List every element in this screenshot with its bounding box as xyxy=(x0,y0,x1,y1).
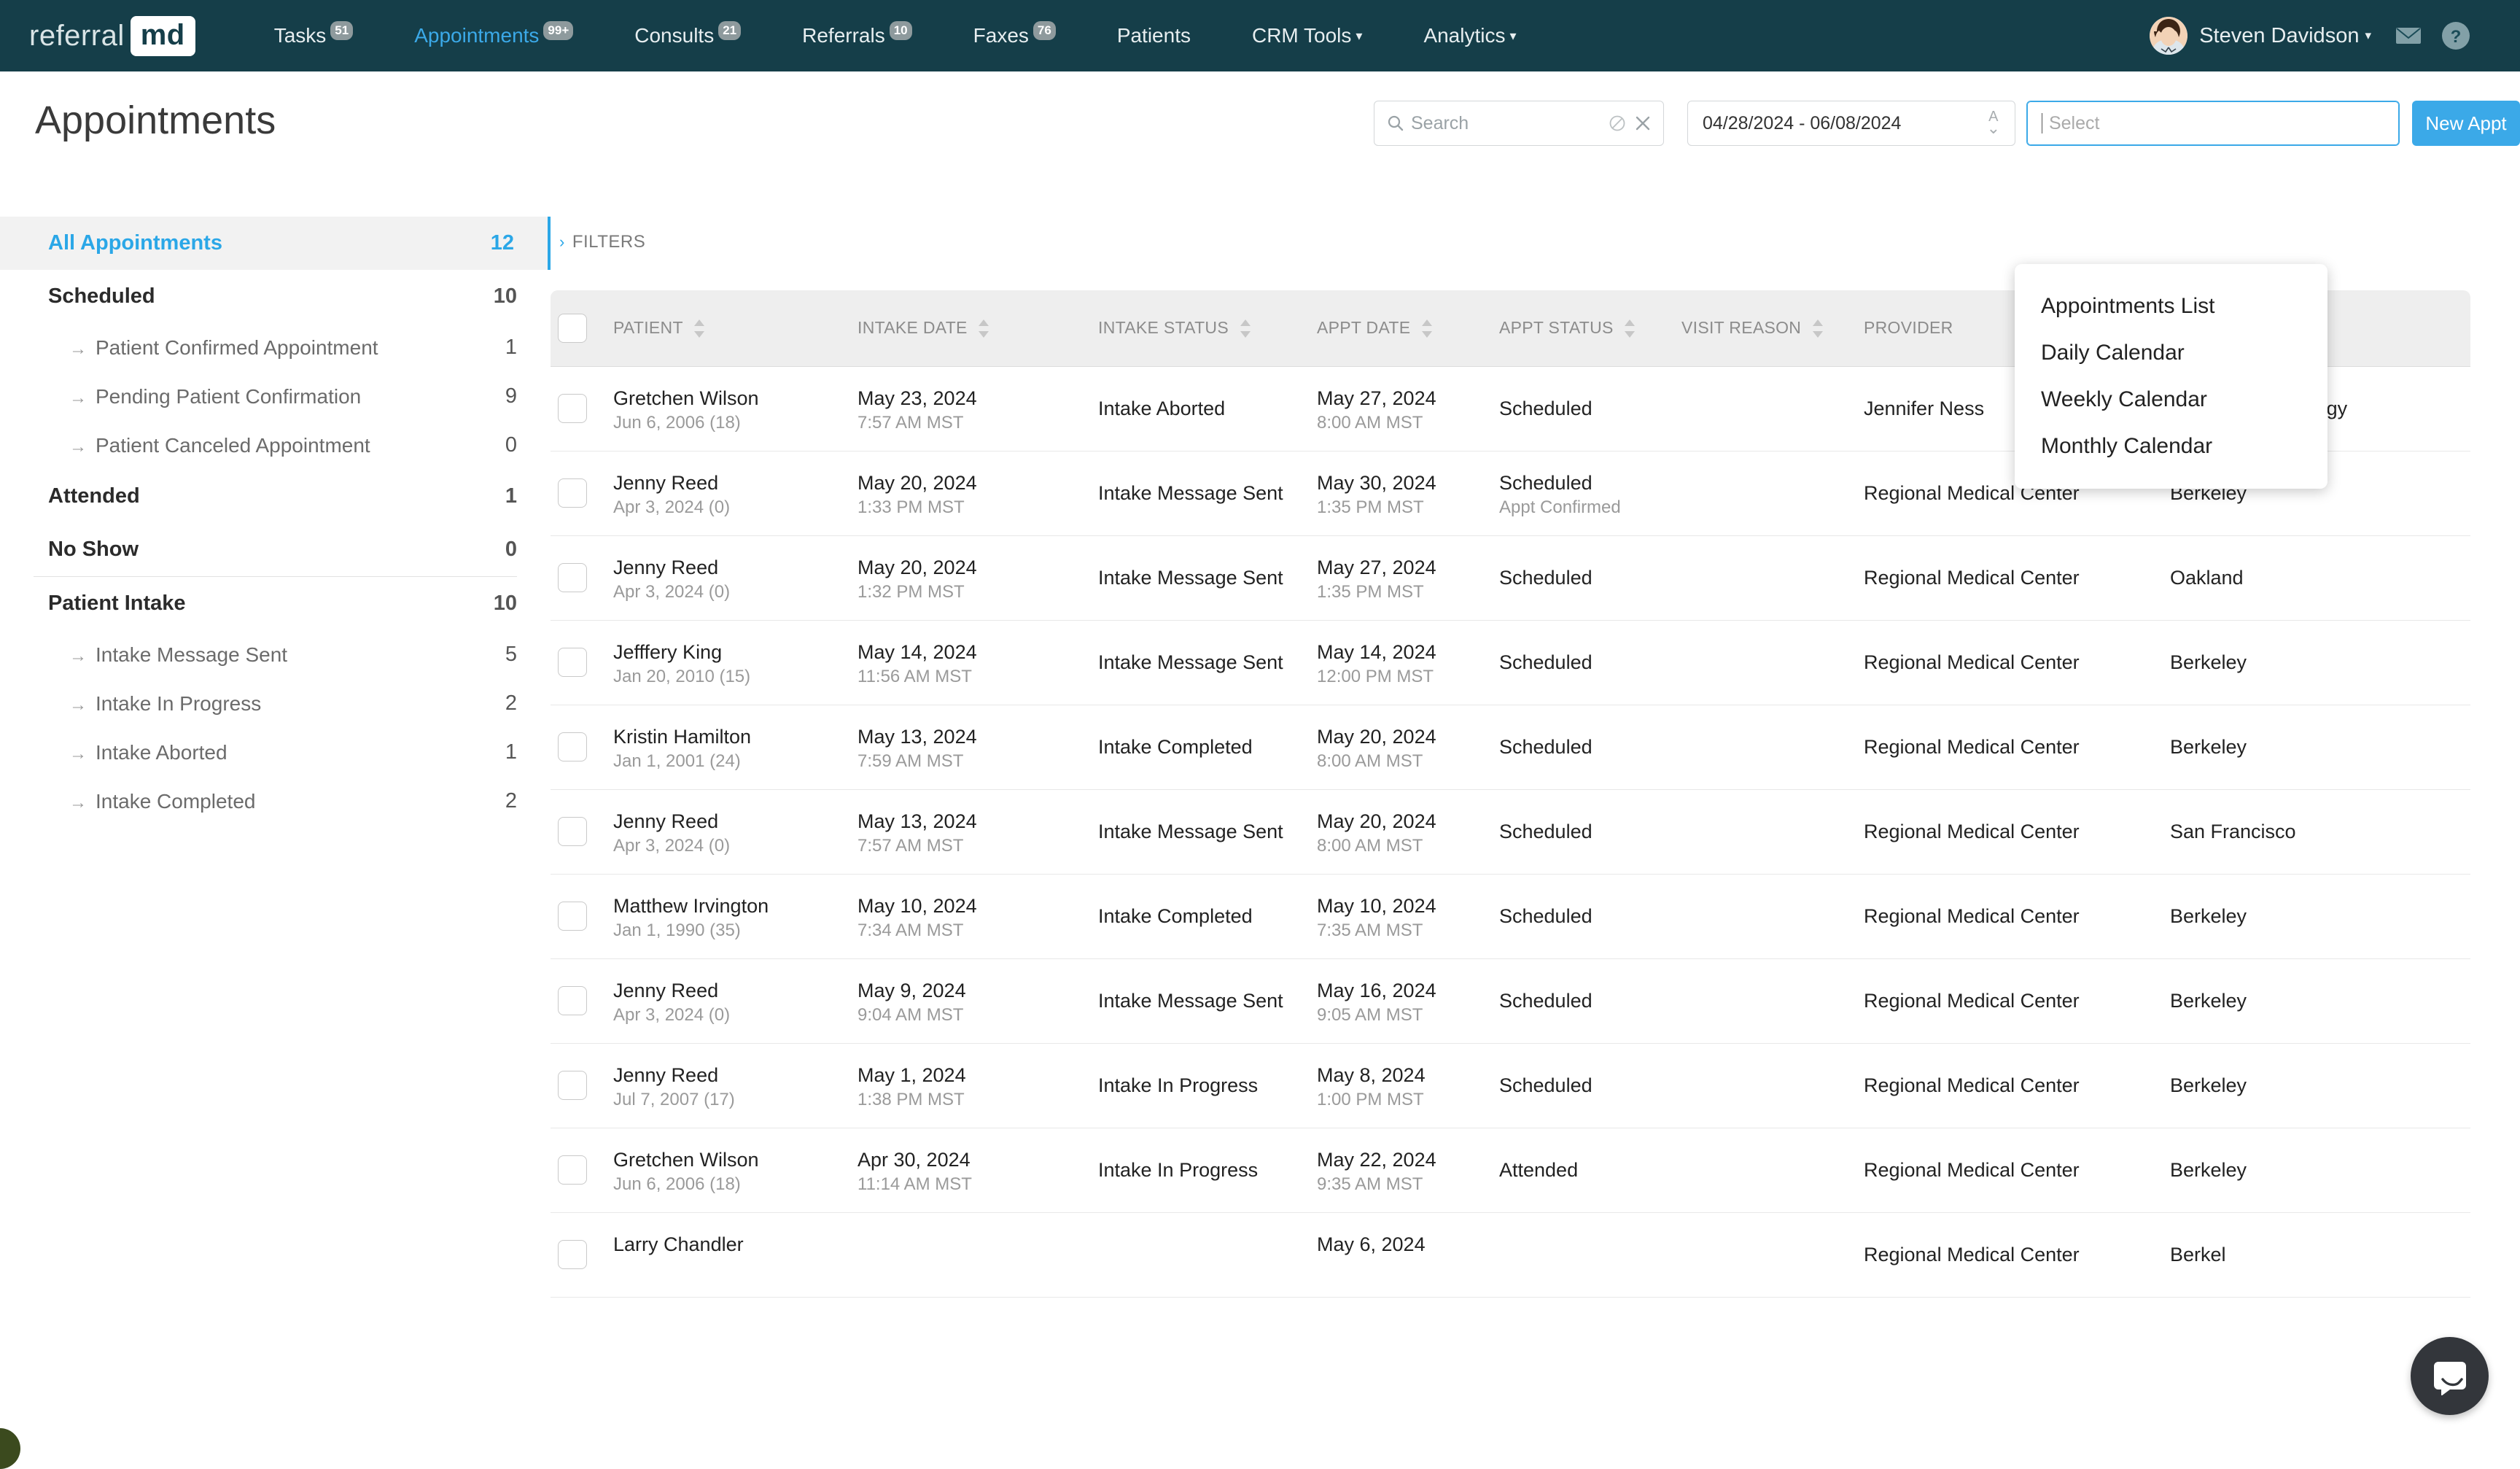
svg-text:?: ? xyxy=(2451,27,2462,47)
